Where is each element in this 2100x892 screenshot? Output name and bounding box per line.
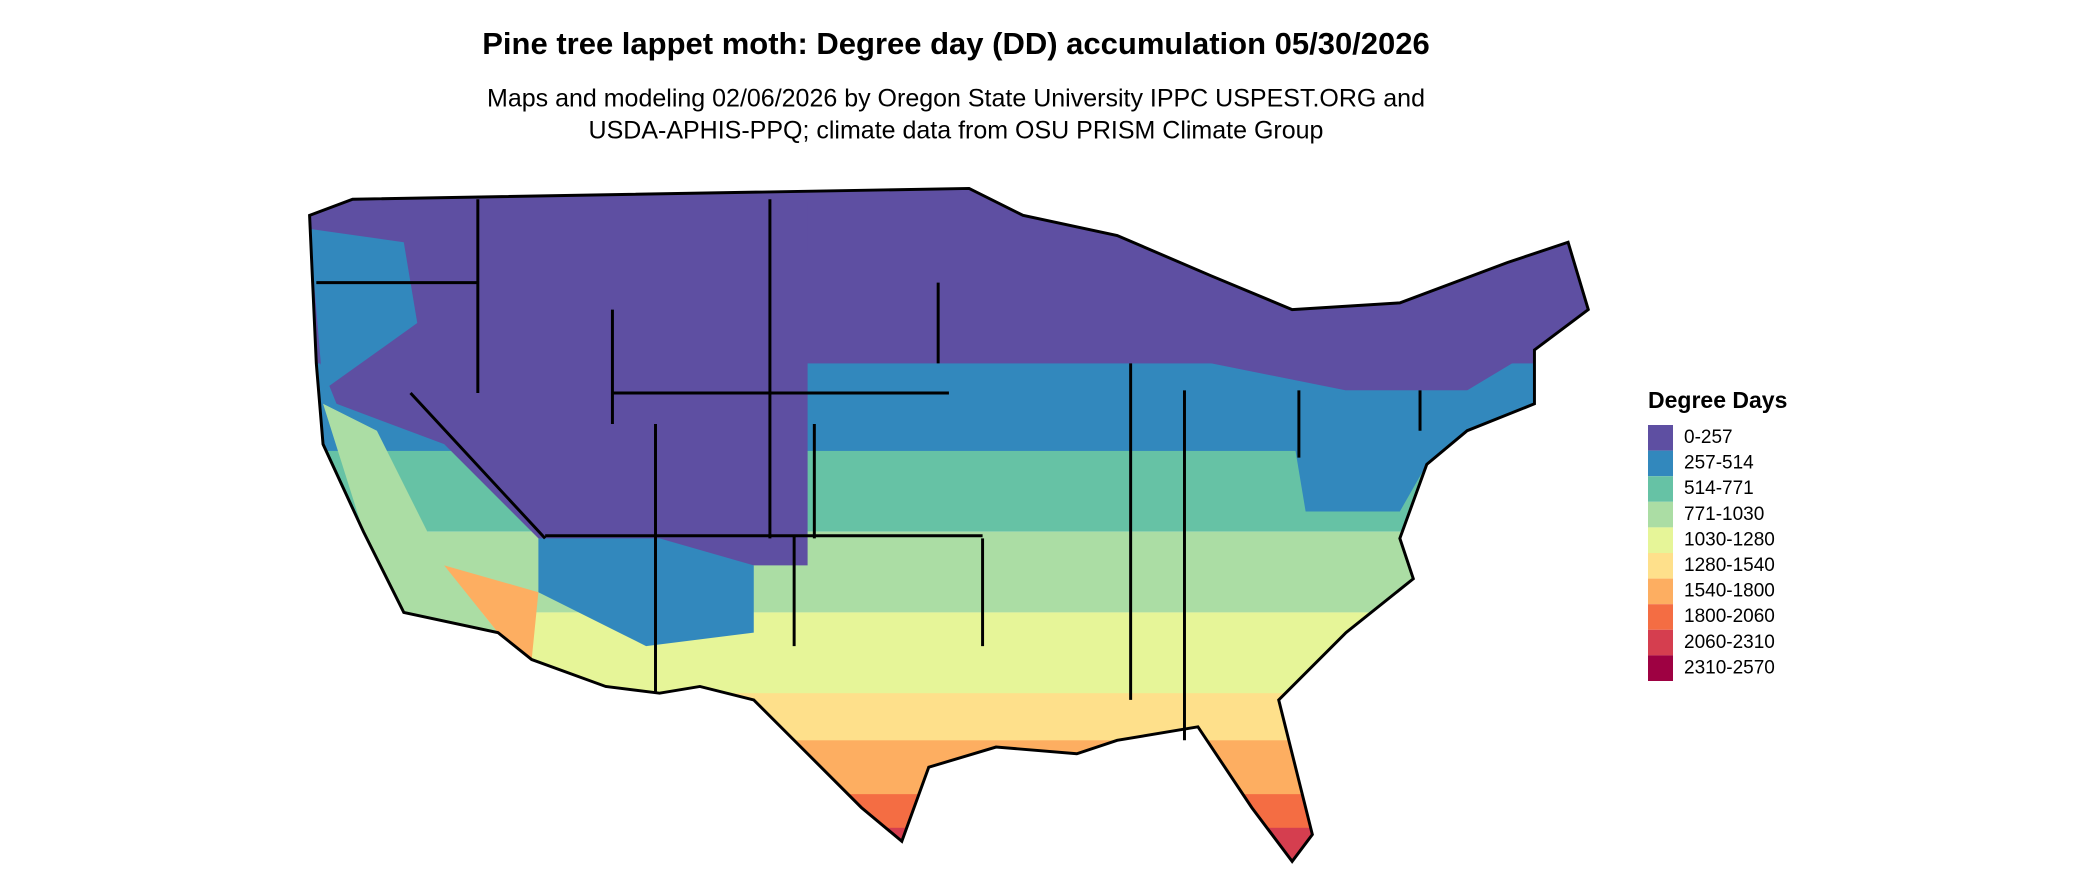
legend: 0-257 257-514 514-771 771-1030 1030-1280 1280…	[1648, 425, 1775, 681]
legend-label: 771-1030	[1684, 504, 1764, 525]
legend-swatch	[1648, 450, 1673, 477]
legend-swatch	[1648, 629, 1673, 656]
title: Pine tree lappet moth: Degree day (DD) a…	[482, 26, 1430, 61]
legend-title: Degree Days	[1648, 387, 1787, 413]
subtitle: USDA-APHIS-PPQ; climate data from OSU PR…	[589, 117, 1324, 145]
legend-label: 1030-1280	[1684, 529, 1775, 550]
legend-label: 1280-1540	[1684, 555, 1775, 576]
legend-label: 1800-2060	[1684, 606, 1775, 627]
legend-label: 2310-2570	[1684, 657, 1775, 678]
legend-label: 0-257	[1684, 427, 1733, 448]
legend-label: 257-514	[1684, 453, 1754, 474]
legend-swatch	[1648, 476, 1673, 502]
legend-label: 1540-1800	[1684, 581, 1775, 602]
us-map	[308, 186, 1590, 864]
legend-label: 514-771	[1684, 478, 1754, 499]
legend-swatch	[1648, 501, 1673, 528]
legend-swatch	[1648, 578, 1673, 605]
legend-swatch	[1648, 425, 1673, 451]
subtitle: Maps and modeling 02/06/2026 by Oregon S…	[487, 85, 1425, 113]
legend-swatch	[1648, 655, 1673, 681]
legend-swatch	[1648, 527, 1673, 553]
legend-swatch	[1648, 553, 1673, 579]
legend-swatch	[1648, 604, 1673, 630]
legend-label: 2060-2310	[1684, 632, 1775, 653]
